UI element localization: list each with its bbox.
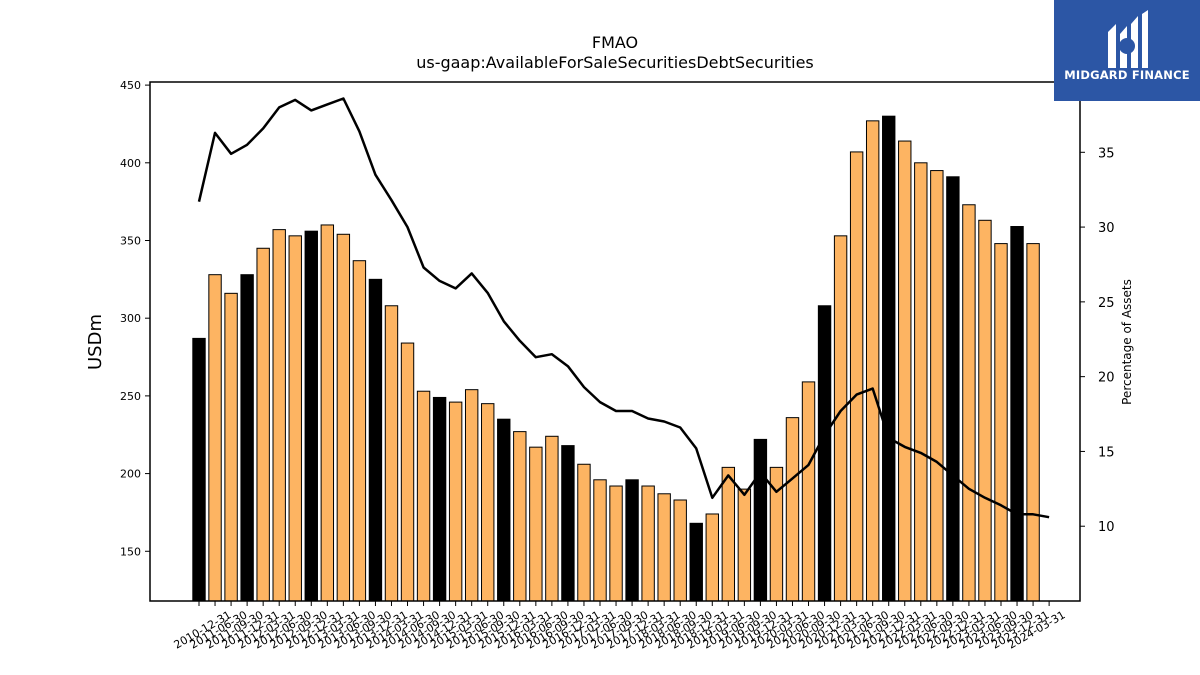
bar (545, 435, 559, 602)
bar (641, 485, 655, 602)
y-tick-label: 150 (120, 545, 141, 558)
bar (1026, 243, 1040, 602)
bar (657, 493, 671, 602)
bar (400, 342, 415, 602)
bar (464, 389, 479, 602)
bar (368, 278, 383, 602)
bar (513, 431, 527, 602)
bar (448, 401, 463, 602)
bar (304, 230, 318, 602)
bar (336, 233, 351, 602)
bar (384, 305, 399, 602)
y2-tick-label: 25 (1098, 296, 1115, 311)
bar (946, 176, 960, 602)
bar (865, 120, 880, 602)
brand-logo: MIDGARD FINANCE (1054, 0, 1200, 101)
bar (577, 463, 591, 602)
chart-title: FMAO (592, 33, 638, 52)
bar (432, 396, 447, 602)
y-axis-label: USDm (85, 314, 106, 370)
y2-tick-label: 15 (1098, 445, 1115, 460)
y-axis-right: 10 15 20 25 30 35 (1080, 146, 1115, 535)
bar (208, 274, 222, 602)
y2-tick-label: 10 (1098, 520, 1115, 535)
brand-name: MIDGARD FINANCE (1064, 68, 1190, 82)
bar (801, 381, 816, 602)
brand-mark-icon (1108, 10, 1148, 68)
bar (352, 260, 367, 602)
bar (978, 219, 992, 602)
bar (240, 274, 254, 602)
y2-tick-label: 35 (1098, 146, 1115, 161)
y-tick-label: 350 (120, 234, 141, 247)
y-tick-label: 250 (120, 390, 141, 403)
bar (994, 243, 1008, 602)
bar (497, 418, 511, 602)
bar (481, 403, 495, 602)
bar (914, 162, 928, 602)
bar (737, 488, 752, 602)
bar (673, 499, 687, 602)
bar (224, 292, 238, 602)
y2-tick-label: 20 (1098, 371, 1115, 386)
bar (689, 522, 703, 602)
bar (930, 170, 944, 602)
bar (705, 513, 719, 602)
plot-frame (149, 81, 1081, 602)
bar (817, 305, 832, 602)
line-group (197, 97, 1050, 519)
y-tick-label: 200 (120, 468, 141, 481)
bar (1010, 226, 1024, 602)
y-tick-label: 450 (120, 79, 141, 92)
bar (753, 438, 768, 602)
bar (593, 479, 607, 602)
bar (192, 337, 206, 602)
y2-tick-label: 30 (1098, 221, 1115, 236)
chart-subtitle: us-gaap:AvailableForSaleSecuritiesDebtSe… (416, 53, 814, 72)
bar (898, 140, 912, 602)
y2-axis-label: Percentage of Assets (1120, 279, 1134, 405)
bar (561, 445, 575, 602)
bar (256, 247, 270, 602)
y-tick-label: 300 (120, 312, 141, 325)
bar (272, 229, 286, 602)
bar (962, 204, 976, 602)
y-tick-label: 400 (120, 157, 141, 170)
bar (609, 485, 623, 602)
x-axis: 2010-12-312011-06-302011-09-302011-12-31… (172, 601, 1068, 652)
bar (721, 466, 736, 602)
series-line (197, 97, 1050, 519)
bar (529, 446, 543, 602)
bar (625, 479, 639, 602)
bar (849, 151, 864, 602)
y-axis-left: 150 200 250 300 350 400 450 (120, 79, 150, 558)
bar (288, 235, 302, 602)
bars-group (192, 115, 1040, 602)
bar (416, 390, 431, 602)
bar (882, 115, 896, 602)
bar (785, 417, 800, 602)
bar (320, 224, 335, 602)
